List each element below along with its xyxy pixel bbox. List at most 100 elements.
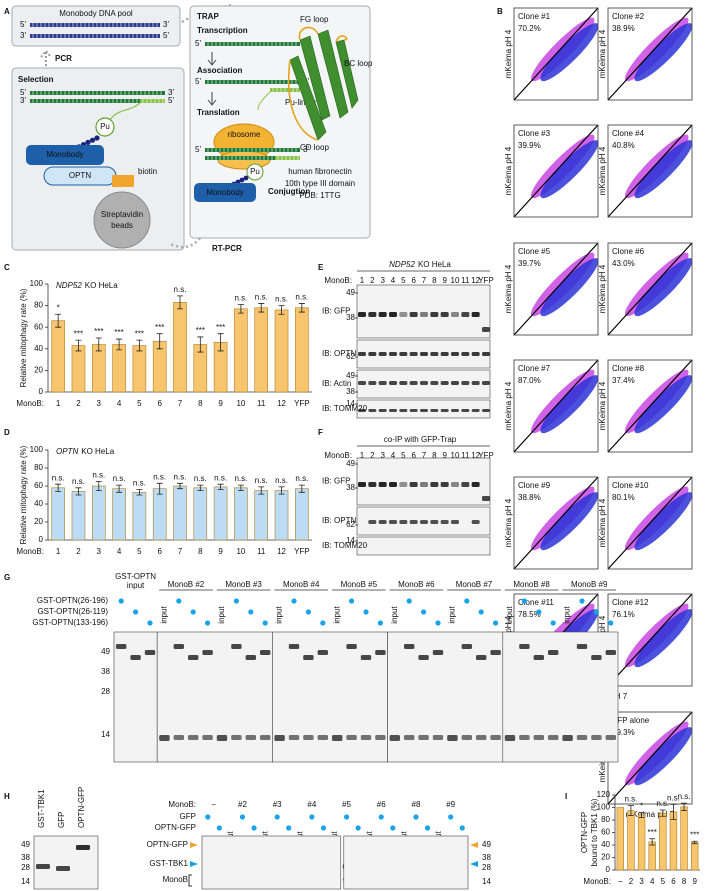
flow-arrow (40, 49, 52, 66)
x-tick-label: 6 (157, 547, 162, 556)
lane-dot (464, 598, 470, 604)
lane-dot (216, 825, 222, 831)
group-label: MonoB #6 (398, 580, 435, 589)
annotation: n.s. (656, 799, 669, 808)
panel-letter: G (4, 573, 10, 582)
axis-label: mKeima pH 4 (598, 29, 607, 78)
y-tick-label: 100 (597, 803, 611, 812)
panel-title: co-IP with GFP-Trap (384, 435, 457, 444)
label: 3' (20, 96, 26, 105)
lane-dot (190, 609, 196, 615)
band (504, 735, 516, 741)
x-tick-label: 9 (218, 399, 223, 408)
mw-marker: 14 (21, 877, 30, 886)
input-label: input (217, 606, 226, 624)
mw-marker: 49 (346, 371, 355, 380)
band (389, 381, 397, 385)
error-bar (217, 333, 224, 352)
band (389, 482, 397, 487)
lane-number: 7 (422, 451, 427, 460)
x-tick-label: 5 (661, 877, 666, 886)
group-label: input (127, 581, 145, 590)
y-tick-label: 20 (601, 853, 610, 862)
band (409, 409, 418, 412)
error-bar (55, 483, 62, 492)
row-label: GST-OPTN(26-196) (37, 596, 108, 605)
strand (335, 39, 359, 109)
annotation: * (640, 802, 643, 811)
band (461, 409, 470, 412)
band (440, 409, 449, 412)
lane-number: 3 (380, 276, 385, 285)
error-bar (237, 304, 244, 314)
blot (356, 536, 491, 556)
mw-marker: 28 (21, 863, 30, 872)
bar (132, 345, 147, 393)
lane-dot (251, 825, 257, 831)
input-label: input (332, 606, 341, 624)
mw-marker: 49 (101, 647, 110, 656)
lane-dot (286, 825, 292, 831)
bar (616, 807, 625, 871)
label: 3' (303, 145, 309, 154)
band (358, 352, 366, 356)
band (418, 655, 429, 660)
axis-label: mKeima pH 4 (504, 264, 513, 313)
axis-label: mKeima pH 4 (504, 381, 513, 430)
diagonal (513, 242, 599, 336)
annotation: n.s. (275, 295, 288, 304)
axis-label: mKeima pH 4 (598, 498, 607, 547)
error-bar (298, 484, 305, 493)
group-label: MonoB #5 (341, 580, 378, 589)
band (399, 482, 408, 487)
error-bar (177, 482, 183, 490)
group-label: MonoB #4 (283, 580, 320, 589)
error-bar (298, 303, 305, 313)
bar (274, 309, 289, 393)
error-bar (75, 487, 82, 496)
band (548, 735, 559, 740)
lane-number: 8 (432, 276, 437, 285)
cell-cloud (540, 140, 598, 199)
mw-marker: 28 (482, 863, 491, 872)
band (420, 352, 428, 356)
x-tick-label: 9 (692, 877, 697, 886)
scatter-plot (624, 17, 692, 82)
annotation: n.s. (174, 285, 187, 294)
cell-cloud (634, 140, 692, 199)
group-label: GST-OPTN (115, 572, 156, 581)
label: FG loop (300, 15, 329, 24)
label: 10th type III domain (285, 179, 355, 188)
group-label: #9 (446, 800, 455, 809)
annotation: *** (74, 329, 83, 338)
error-bar (638, 812, 645, 818)
lane-dot (320, 620, 326, 626)
band (378, 482, 387, 487)
band (461, 312, 470, 317)
group-label: #2 (238, 800, 247, 809)
lane-number: 9 (442, 451, 447, 460)
lane-dot (176, 598, 182, 604)
axis-label: mKeima pH 4 (598, 146, 607, 195)
strand (317, 29, 349, 119)
x-tick-label: 12 (277, 399, 286, 408)
lane-label: MonoB: (324, 276, 352, 285)
lane-number: 1 (360, 276, 365, 285)
band (404, 644, 415, 649)
band (303, 735, 314, 740)
scatter-plot (624, 252, 692, 317)
band (576, 644, 588, 649)
y-tick-label: 0 (606, 865, 611, 874)
axis-label: mKeima pH 4 (504, 146, 513, 195)
circle (95, 117, 115, 137)
dna (205, 148, 300, 152)
cell-cloud (634, 23, 692, 82)
band (440, 520, 449, 524)
band (461, 735, 472, 740)
diagonal (607, 124, 693, 218)
label: 5' (195, 145, 201, 154)
band (389, 312, 397, 317)
lane-dot (413, 814, 419, 820)
lane-dot (291, 598, 297, 604)
linker (257, 91, 271, 111)
